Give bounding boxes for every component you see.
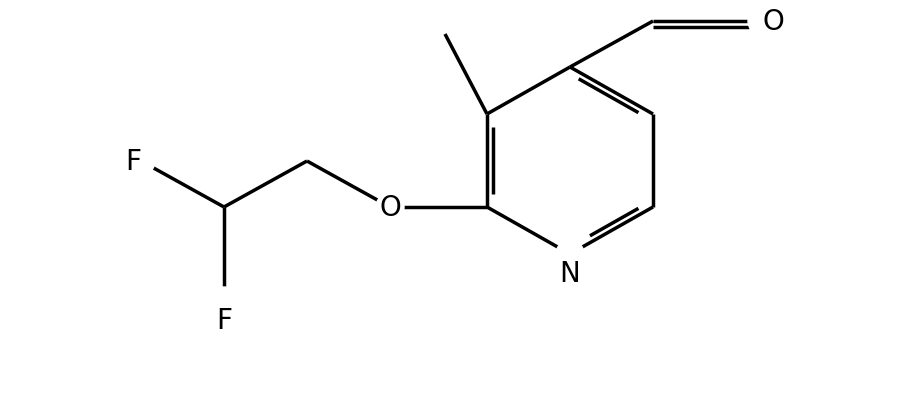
Circle shape	[127, 148, 155, 175]
Circle shape	[556, 240, 584, 268]
Text: O: O	[380, 193, 400, 221]
Text: F: F	[216, 306, 232, 334]
Text: F: F	[125, 148, 141, 175]
Circle shape	[748, 8, 776, 36]
Text: N: N	[559, 259, 580, 287]
Circle shape	[210, 287, 238, 315]
Circle shape	[376, 193, 404, 221]
Text: O: O	[762, 8, 784, 36]
